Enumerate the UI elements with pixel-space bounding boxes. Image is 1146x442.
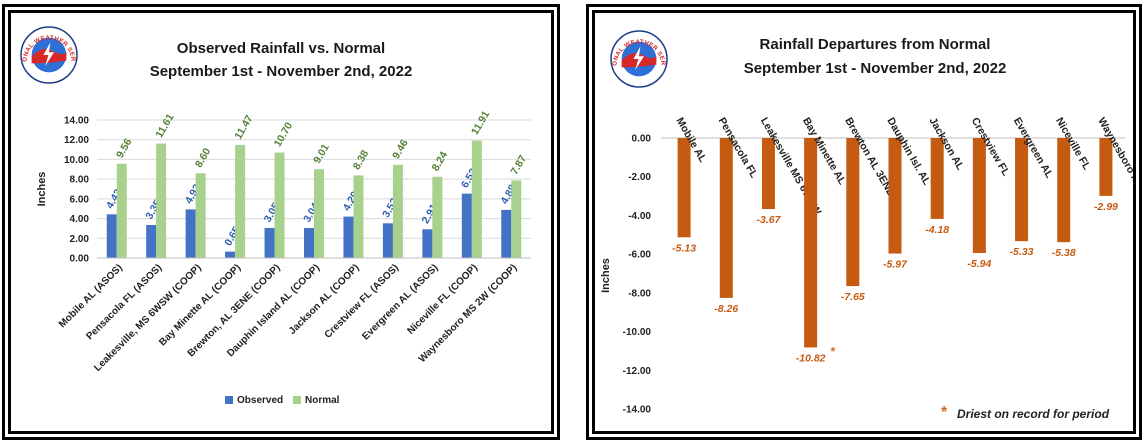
left-bar-normal-6 xyxy=(353,175,364,258)
left-bar-observed-3 xyxy=(225,251,236,258)
left-bar-observed-7 xyxy=(382,223,393,258)
right-chart-title: Rainfall Departures from Normal xyxy=(760,36,991,53)
left-data-label-normal-10: 7.87 xyxy=(508,153,529,177)
left-data-label-normal-2: 8.60 xyxy=(193,146,214,170)
right-record-star-3: * xyxy=(831,344,836,358)
left-bar-observed-6 xyxy=(343,216,354,258)
left-chart-title: Observed Rainfall vs. Normal xyxy=(177,40,385,57)
right-data-label-9: -5.38 xyxy=(1052,247,1076,259)
right-data-label-10: -2.99 xyxy=(1094,201,1118,213)
left-data-label-normal-6: 8.38 xyxy=(351,148,372,172)
right-y-tick-7: -14.00 xyxy=(623,405,652,416)
right-data-label-6: -4.18 xyxy=(925,224,949,236)
left-legend: Observed Normal xyxy=(225,395,340,406)
left-data-label-normal-3: 11.47 xyxy=(232,113,255,141)
right-data-label-5: -5.97 xyxy=(883,259,908,271)
left-legend-label-observed: Observed xyxy=(237,395,283,406)
left-bar-observed-8 xyxy=(422,229,433,258)
right-bar-8 xyxy=(1015,138,1029,242)
left-y-axis-label: Inches xyxy=(36,172,48,207)
right-data-label-7: -5.94 xyxy=(967,258,991,270)
left-bar-normal-2 xyxy=(195,173,206,258)
left-nws-logo: NATIONAL WEATHER SERVICE xyxy=(11,13,78,84)
left-bar-observed-1 xyxy=(146,224,157,258)
left-data-label-normal-9: 11.91 xyxy=(469,109,492,137)
left-logo-bolt-icon xyxy=(43,42,55,67)
left-x-tick-8: Evergreen AL (ASOS) xyxy=(360,262,440,342)
left-x-tick-7: Crestview FL (ASOS) xyxy=(323,262,401,340)
departures-chart: NATIONAL WEATHER SERVICE Rainfall Departu… xyxy=(595,13,1133,421)
left-bar-normal-3 xyxy=(235,144,246,258)
left-legend-label-normal: Normal xyxy=(305,395,340,406)
left-bar-observed-0 xyxy=(106,214,117,258)
right-annotation-star: * xyxy=(941,404,948,421)
right-logo-bolt-icon xyxy=(633,46,645,71)
left-bar-normal-0 xyxy=(116,163,127,258)
left-y-tick-7: 14.00 xyxy=(64,116,89,127)
right-data-label-2: -3.67 xyxy=(756,214,781,226)
right-chart-subtitle: September 1st - November 2nd, 2022 xyxy=(744,60,1007,77)
left-x-tick-9: Niceville FL (COOP) xyxy=(405,262,479,336)
right-data-label-0: -5.13 xyxy=(672,242,696,254)
right-data-label-4: -7.65 xyxy=(841,291,865,303)
left-y-tick-0: 0.00 xyxy=(70,254,90,265)
left-data-label-normal-8: 8.24 xyxy=(430,149,451,173)
left-bar-normal-8 xyxy=(432,176,443,258)
left-y-tick-5: 10.00 xyxy=(64,155,89,166)
observed-vs-normal-panel: NATIONAL WEATHER SERVICE Observed Rainfal… xyxy=(8,10,554,434)
departures-panel: NATIONAL WEATHER SERVICE Rainfall Departu… xyxy=(592,10,1136,434)
left-bar-observed-9 xyxy=(461,193,472,258)
left-x-tick-1: Pensacola FL (ASOS) xyxy=(84,262,164,342)
right-bar-1 xyxy=(719,138,733,298)
right-nws-logo: NATIONAL WEATHER SERVICE xyxy=(595,13,668,88)
left-data-label-normal-5: 9.01 xyxy=(311,142,332,166)
left-data-label-normal-4: 10.70 xyxy=(272,120,296,149)
left-bar-normal-4 xyxy=(274,152,285,258)
right-bar-7 xyxy=(972,138,986,253)
right-data-label-1: -8.26 xyxy=(714,303,738,315)
left-x-tick-3: Bay Minette AL (COOP) xyxy=(157,262,243,348)
left-y-tick-6: 12.00 xyxy=(64,135,89,146)
right-y-tick-5: -10.00 xyxy=(623,327,652,338)
left-x-tick-6: Jackson AL (COOP) xyxy=(287,262,362,337)
left-bar-normal-10 xyxy=(511,180,522,258)
observed-vs-normal-chart: NATIONAL WEATHER SERVICE Observed Rainfal… xyxy=(11,13,531,406)
right-bar-3 xyxy=(804,138,818,348)
right-y-tick-0: 0.00 xyxy=(632,134,652,145)
right-bar-2 xyxy=(761,138,775,210)
right-bar-5 xyxy=(888,138,902,254)
left-y-tick-3: 6.00 xyxy=(70,194,90,205)
right-y-tick-6: -12.00 xyxy=(623,366,652,377)
left-y-tick-1: 2.00 xyxy=(70,234,90,245)
left-bar-observed-10 xyxy=(501,209,512,258)
right-data-label-8: -5.33 xyxy=(1010,246,1034,258)
right-bar-0 xyxy=(677,138,691,238)
right-bar-4 xyxy=(846,138,860,287)
left-legend-swatch-normal xyxy=(293,396,301,404)
left-data-label-normal-7: 9.46 xyxy=(390,137,411,161)
left-data-label-normal-1: 11.61 xyxy=(153,112,176,140)
left-legend-swatch-observed xyxy=(225,396,233,404)
right-annotation-note: Driest on record for period xyxy=(957,407,1110,421)
left-x-tick-0: Mobile AL (ASOS) xyxy=(57,262,125,330)
left-bar-normal-5 xyxy=(314,169,324,258)
right-y-tick-1: -2.00 xyxy=(628,172,651,183)
left-bar-normal-7 xyxy=(392,164,403,258)
left-bar-observed-2 xyxy=(185,209,196,258)
left-y-tick-2: 4.00 xyxy=(70,214,90,225)
left-y-tick-4: 8.00 xyxy=(70,175,90,186)
right-y-tick-2: -4.00 xyxy=(628,211,651,222)
right-data-label-3: -10.82 xyxy=(796,352,826,364)
right-y-tick-4: -8.00 xyxy=(628,288,651,299)
right-bar-10 xyxy=(1099,138,1113,196)
left-bar-normal-9 xyxy=(471,140,482,258)
right-bar-6 xyxy=(930,138,944,219)
right-y-axis-label: Inches xyxy=(600,258,612,293)
left-bar-observed-4 xyxy=(264,227,275,258)
left-chart-subtitle: September 1st - November 2nd, 2022 xyxy=(150,63,413,80)
left-bar-observed-5 xyxy=(304,228,314,258)
right-y-tick-3: -6.00 xyxy=(628,250,651,261)
left-bar-normal-1 xyxy=(156,143,167,258)
right-bar-9 xyxy=(1057,138,1071,243)
